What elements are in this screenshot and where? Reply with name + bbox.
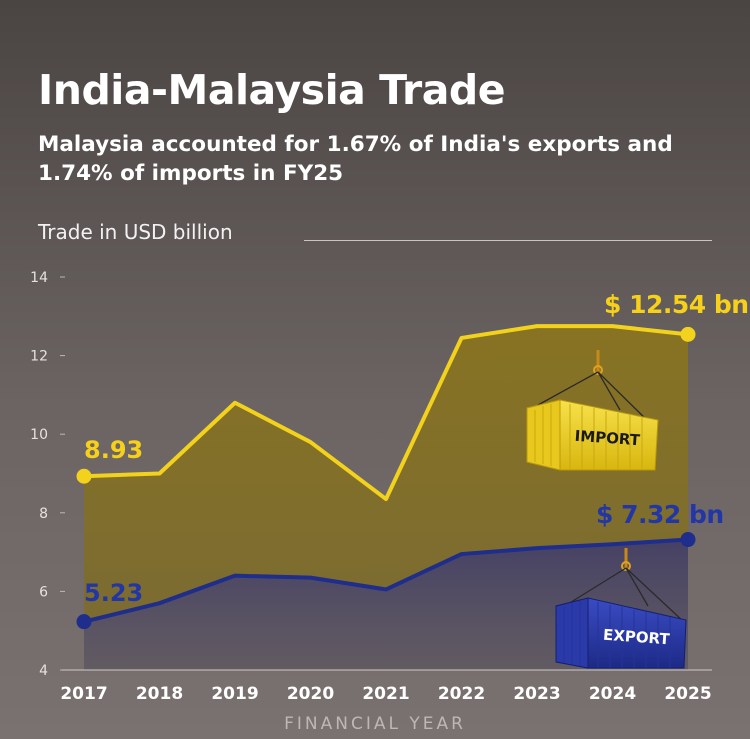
y-tick-label: 10	[30, 427, 48, 443]
x-tick-label: 2018	[136, 684, 183, 704]
x-tick-label: 2020	[287, 684, 334, 704]
series-points	[76, 326, 696, 630]
y-tick-label: 4	[39, 663, 48, 679]
export-container-illustration: EXPORT	[555, 548, 687, 669]
import-end-point	[680, 326, 696, 342]
chart-subtitle: Malaysia accounted for 1.67% of India's …	[38, 132, 673, 186]
export-area	[84, 539, 688, 670]
export-start-label: 5.23	[84, 579, 143, 607]
x-tick-label: 2022	[438, 684, 485, 704]
y-tick-label: 8	[39, 506, 48, 522]
x-axis-title: FINANCIAL YEAR	[284, 714, 466, 734]
y-axis: 4 6 8 10 12 14	[30, 270, 65, 679]
import-line	[83, 324, 689, 502]
export-line	[83, 537, 689, 624]
import-start-label: 8.93	[84, 436, 143, 464]
x-tick-label: 2023	[513, 684, 560, 704]
y-tick-label: 14	[30, 270, 48, 286]
export-end-label: $ 7.32 bn	[596, 500, 724, 529]
import-start-point	[76, 468, 92, 484]
import-container-illustration: IMPORT	[526, 350, 659, 471]
export-end-point	[680, 532, 696, 548]
chart-title: India-Malaysia Trade	[38, 66, 506, 114]
x-tick-label: 2024	[589, 684, 636, 704]
y-tick-label: 12	[30, 349, 48, 365]
x-tick-label: 2019	[211, 684, 258, 704]
x-axis: 2017 2018 2019 2020 2021 2022 2023 2024 2025	[60, 684, 711, 704]
import-container-label: IMPORT	[574, 427, 641, 450]
y-tick-label: 6	[39, 584, 48, 600]
import-end-label: $ 12.54 bn	[604, 290, 749, 319]
export-container-label: EXPORT	[602, 626, 671, 649]
series-lines	[83, 324, 689, 624]
y-axis-caption: Trade in USD billion	[38, 220, 233, 244]
caption-divider	[304, 240, 712, 241]
x-tick-label: 2017	[60, 684, 107, 704]
x-tick-label: 2025	[664, 684, 711, 704]
x-tick-label: 2021	[362, 684, 409, 704]
export-start-point	[76, 614, 92, 630]
